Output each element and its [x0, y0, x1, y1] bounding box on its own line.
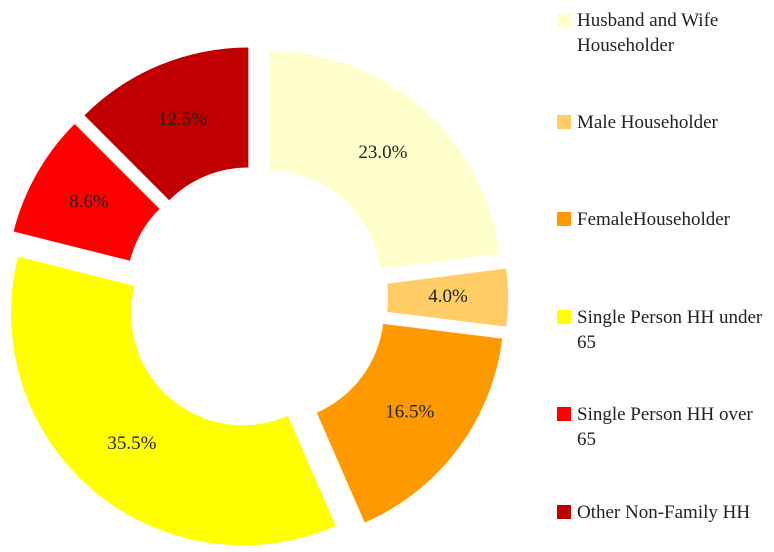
legend-entry: Single Person HH under 65: [557, 305, 767, 355]
data-label: 4.0%: [428, 286, 468, 307]
legend-label: Male Householder: [577, 112, 718, 133]
legend-label: Husband and Wife Householder: [577, 10, 719, 56]
donut-slice: [13, 123, 160, 261]
donut-slice: [84, 47, 249, 201]
legend-swatch: [557, 13, 571, 27]
legend-swatch: [557, 505, 571, 519]
legend-entry: Male Householder: [557, 110, 767, 135]
legend-swatch: [557, 407, 571, 421]
legend-label: Other Non-Family HH: [577, 502, 751, 523]
donut-slice: [11, 256, 336, 546]
legend-entry: Other Non-Family HH: [557, 500, 767, 525]
data-label: 23.0%: [358, 142, 407, 163]
legend-label: FemaleHouseholder: [577, 209, 731, 230]
donut-plot: 23.0% 4.0% 16.5% 35.5% 8.6% 12.5%: [11, 47, 508, 546]
donut-slice: [269, 50, 500, 269]
donut-slice: [387, 268, 508, 327]
legend-label: Single Person HH under 65: [577, 307, 763, 353]
data-label: 35.5%: [107, 433, 156, 454]
data-label: 16.5%: [385, 401, 434, 422]
data-label: 8.6%: [69, 192, 109, 213]
legend-label: Single Person HH over 65: [577, 404, 753, 450]
legend-entry: Single Person HH over 65: [557, 402, 767, 452]
legend-entry: Husband and Wife Householder: [557, 8, 767, 58]
legend-swatch: [557, 115, 571, 129]
legend-swatch: [557, 212, 571, 226]
legend-swatch: [557, 310, 571, 324]
donut-slice: [316, 323, 503, 523]
data-label: 12.5%: [158, 109, 207, 130]
legend-entry: FemaleHouseholder: [557, 207, 767, 232]
